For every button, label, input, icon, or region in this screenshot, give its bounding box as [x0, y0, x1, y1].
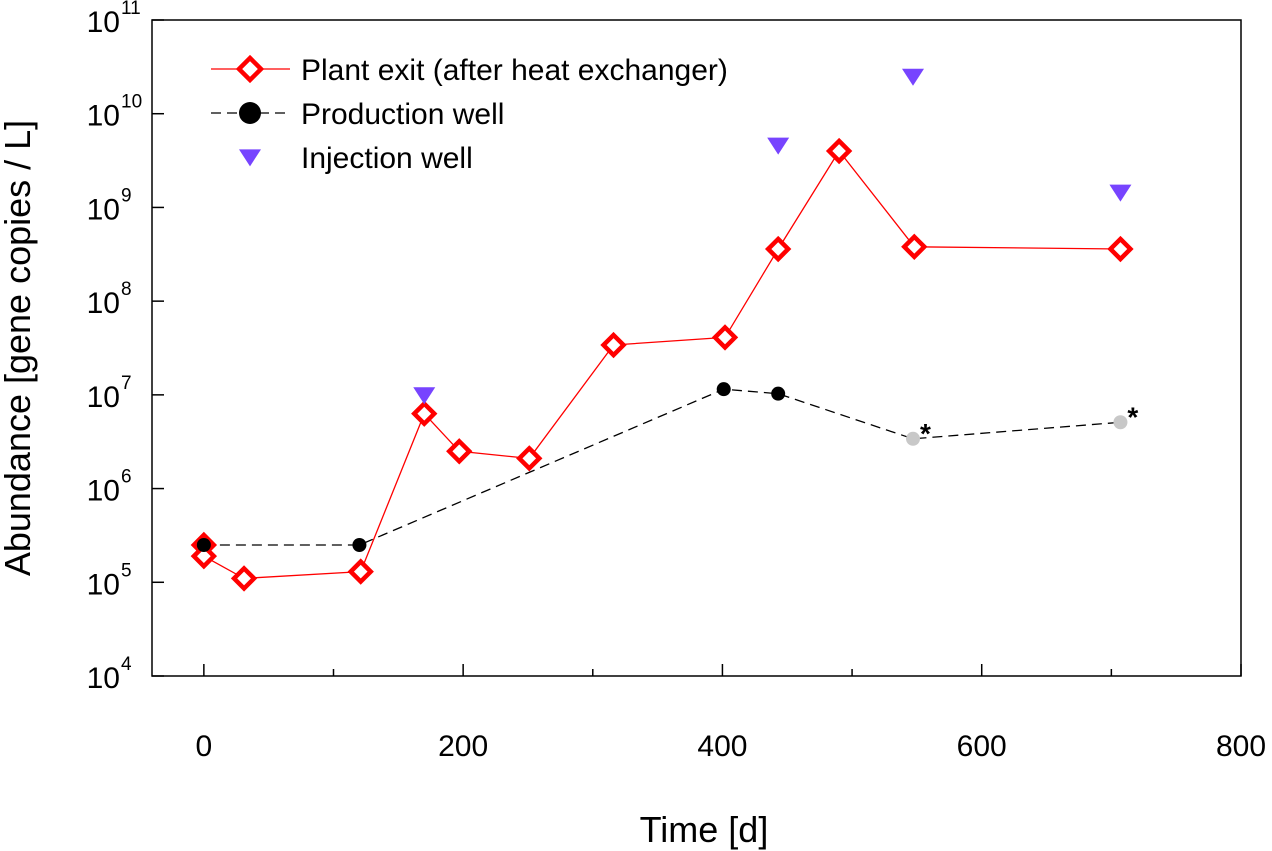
point-annotation: * [1127, 401, 1138, 432]
y-tick-exponent: 4 [121, 654, 132, 675]
series-2-point-2 [902, 68, 925, 86]
series-2-point-1 [767, 137, 790, 155]
series-0-point-8 [711, 324, 739, 351]
series-0-point-9 [764, 235, 792, 263]
series-0-point-6 [516, 445, 543, 472]
point-annotation: * [920, 418, 931, 449]
series-1-point-2 [716, 382, 731, 397]
y-tick-exponent: 6 [121, 467, 132, 488]
x-tick-label: 0 [196, 730, 213, 763]
data-marks: ** [190, 68, 1138, 592]
series-1-point-3 [771, 386, 786, 401]
legend-label-2: Injection well [301, 142, 473, 175]
y-tick-label: 10 [87, 662, 120, 695]
y-tick-label: 10 [87, 287, 120, 320]
series-1-point-1 [352, 537, 367, 552]
x-tick-label: 600 [957, 730, 1007, 763]
plot-border [151, 19, 1242, 677]
legend-marker-1 [239, 102, 261, 124]
y-tick-exponent: 8 [121, 279, 132, 300]
plot-frame [151, 19, 1242, 677]
series-2-point-0 [413, 387, 436, 405]
series-0-point-2 [230, 565, 258, 592]
y-tick-exponent: 5 [121, 560, 132, 581]
series-1-point-0 [196, 537, 211, 552]
series-1-point-4 [906, 431, 921, 446]
y-tick-exponent: 11 [121, 0, 141, 19]
series-0-point-11 [901, 233, 928, 260]
x-tick-label: 800 [1216, 730, 1266, 763]
x-tick-label: 400 [697, 730, 747, 763]
series-lines [203, 149, 1121, 580]
series-0-point-4 [411, 400, 438, 427]
series-0-point-3 [347, 558, 374, 585]
legend-marker-0 [235, 54, 265, 84]
series-line-1 [203, 388, 1121, 546]
y-tick-label: 10 [87, 6, 120, 39]
series-0-point-12 [1107, 235, 1134, 263]
y-tick-exponent: 7 [121, 373, 132, 394]
x-axis-title: Time [d] [640, 809, 769, 850]
legend-label-1: Production well [301, 98, 504, 131]
series-0-point-1 [190, 542, 218, 570]
series-1-point-5 [1113, 415, 1128, 430]
y-tick-exponent: 9 [121, 185, 132, 206]
x-tick-label: 200 [438, 730, 488, 763]
series-0-point-10 [825, 137, 853, 165]
series-0-point-7 [600, 331, 627, 359]
series-line-0 [203, 149, 1121, 580]
y-tick-label: 10 [87, 100, 120, 133]
y-tick-label: 10 [87, 475, 120, 508]
legend: Plant exit (after heat exchanger) Product… [211, 54, 728, 175]
legend-marker-2 [239, 149, 261, 167]
series-0-point-5 [446, 438, 473, 465]
y-axis-title: Abundance [gene copies / L] [0, 120, 38, 576]
series-2-point-3 [1109, 184, 1132, 202]
y-tick-label: 10 [87, 568, 120, 601]
y-tick-exponent: 10 [121, 92, 142, 113]
y-tick-label: 10 [87, 381, 120, 414]
y-tick-label: 10 [87, 193, 120, 226]
legend-label-0: Plant exit (after heat exchanger) [301, 54, 728, 87]
